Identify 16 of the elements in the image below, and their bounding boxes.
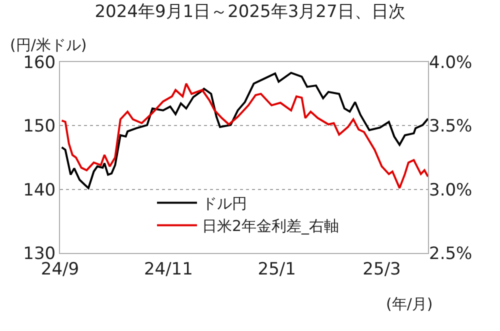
y2-tick-label: 2.5% bbox=[429, 244, 472, 264]
y2-tick-label: 3.0% bbox=[429, 180, 472, 200]
x-tick-label: 24/9 bbox=[40, 259, 80, 280]
chart-title: 2024年9月1日～2025年3月27日、日次 bbox=[94, 2, 406, 22]
x-tick-label: 25/3 bbox=[362, 259, 401, 280]
x-tick-label: 25/1 bbox=[258, 259, 296, 280]
legend-label: ドル円 bbox=[202, 194, 247, 213]
y-axis-title: (円/米ドル) bbox=[10, 36, 87, 54]
y-tick-label: 140 bbox=[23, 180, 56, 200]
legend-label: 日米2年金利差_右軸 bbox=[202, 217, 340, 236]
y2-tick-label: 4.0% bbox=[429, 52, 472, 73]
text: (年/月) bbox=[386, 295, 433, 313]
y-tick-label: 150 bbox=[23, 116, 56, 137]
y-tick-label: 160 bbox=[23, 52, 56, 73]
y2-tick-label: 3.5% bbox=[429, 116, 472, 137]
x-tick-label: 24/11 bbox=[144, 259, 193, 280]
